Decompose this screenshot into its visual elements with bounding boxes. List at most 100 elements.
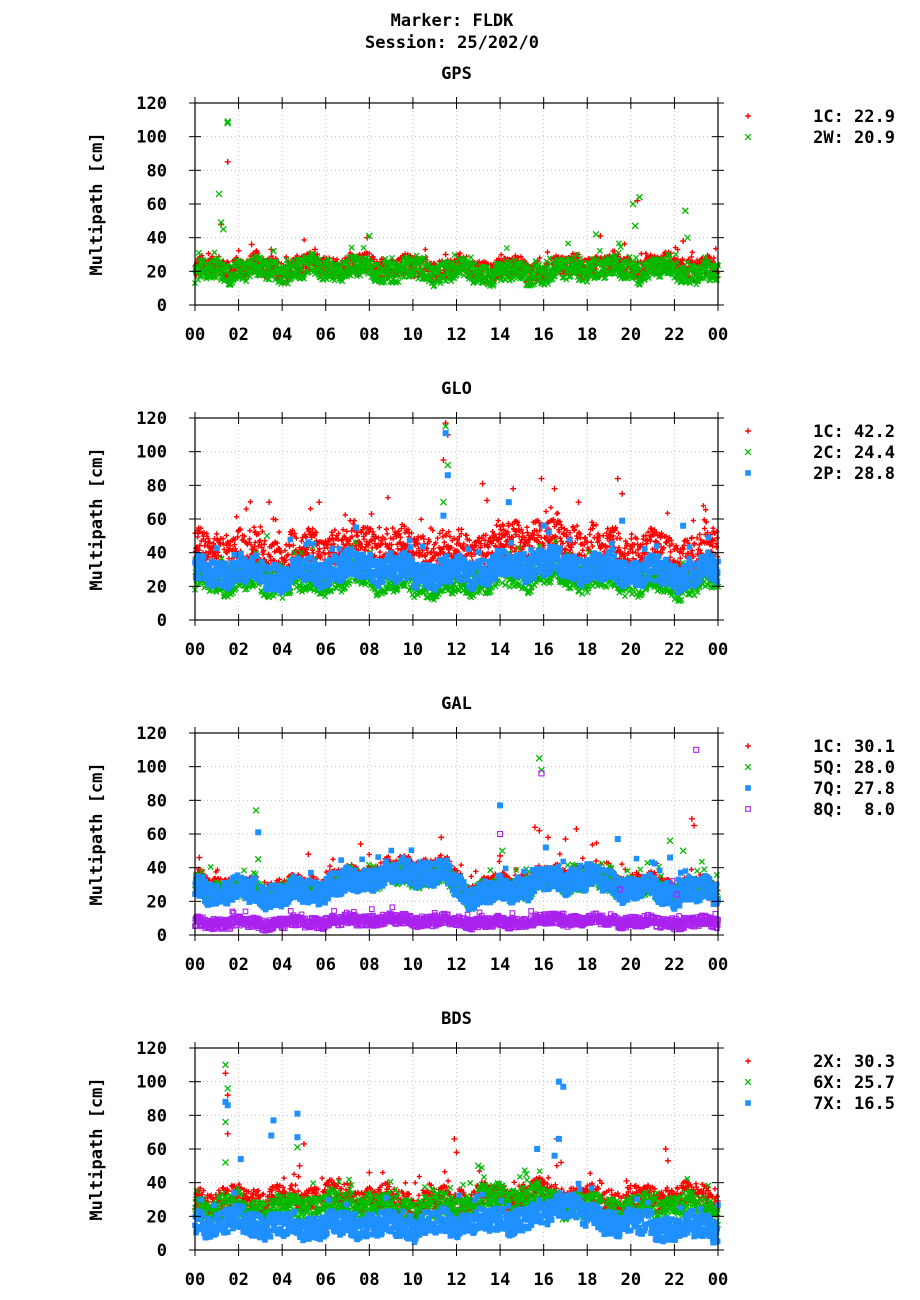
data-point-outlier [551,485,558,492]
data-point [283,254,289,260]
data-point [689,534,695,541]
data-point [714,535,720,541]
data-point [672,251,679,258]
data-point [596,247,603,254]
data-point [418,516,424,522]
legend-label: 2W: 20.9 [813,128,895,148]
data-point-outlier [248,241,255,248]
data-point-outlier [368,510,375,517]
x-axis-gps: 00 02 04 06 08 10 12 14 16 18 20 22 00 [185,97,728,345]
data-point [360,244,367,251]
data-point [205,250,212,257]
data-point-outlier [631,222,639,230]
data-point [524,524,530,530]
data-point [615,530,622,537]
data-point [437,530,443,536]
figure-marker-title: Marker: FLDK [391,11,515,31]
x-tick-label: 12 [446,325,466,345]
data-point [677,555,683,561]
data-point-outlier [215,190,223,198]
data-point [371,256,377,262]
x-tick-label: 00 [185,325,205,345]
data-point [617,535,623,542]
legend-marker [745,113,751,119]
y-tick-label: 20 [147,262,167,282]
legend-item-gps-2w: 2W: 20.9 [744,128,895,148]
data-point-outlier [484,497,491,504]
y-tick-label: 100 [136,128,167,148]
data-point [383,526,390,532]
data-point [435,535,441,541]
data-point-outlier [614,475,621,482]
x-tick-label: 14 [490,325,510,345]
data-point [348,244,355,251]
y-tick-label: 40 [147,229,167,249]
data-point [262,538,268,544]
data-point [587,531,593,538]
x-tick-label: 18 [577,325,597,345]
x-tick-label: 20 [621,325,641,345]
legend-item-gps-1c: 1C: 22.9 [745,107,895,127]
data-point-outlier [636,193,644,201]
y-tick-label: 80 [147,161,167,181]
data-point [593,522,599,528]
data-point-outlier [592,230,600,238]
y-axis-label-gps: Multipath [cm] [87,132,107,275]
data-point [223,532,230,539]
data-point-outlier [619,490,626,497]
data-point [247,528,253,534]
data-point [361,536,367,542]
data-point [314,251,320,257]
data-point [195,534,201,540]
data-point [580,547,586,553]
data-point [211,249,218,256]
data-point [247,499,253,505]
data-point [544,249,551,255]
data-point [243,506,249,512]
data-point-outlier [538,475,545,482]
data-point [236,248,242,254]
x-tick-label: 10 [403,325,423,345]
data-point [329,532,336,538]
data-point [565,240,572,247]
data-point [633,254,640,261]
data-point [638,251,644,257]
data-point [711,255,717,261]
figure-session-title: Session: 25/202/0 [365,33,539,53]
data-point [688,254,695,260]
data-point [276,529,282,535]
x-tick-label: 16 [533,325,553,345]
data-point [494,522,500,528]
x-tick-label: 06 [316,325,336,345]
data-point [600,533,606,539]
data-point [376,524,382,531]
data-point [366,250,372,257]
data-points-gps [191,118,722,290]
data-points-glo [191,420,722,605]
data-point [395,546,401,552]
data-point-outlier [510,485,517,492]
x-tick-label: 02 [228,325,248,345]
data-point [385,495,391,501]
data-point [543,508,549,515]
data-point [503,244,510,252]
data-point-outlier [684,234,691,242]
data-point [377,549,383,555]
data-point-outlier [442,251,449,258]
x-tick-label: 00 [708,325,728,345]
data-point [555,510,561,516]
data-point [301,237,307,243]
y-tick-label: 60 [147,195,167,215]
data-point-outlier [681,207,689,215]
data-point-outlier [680,238,687,245]
data-point-outlier [479,480,486,487]
data-point [307,506,314,512]
data-point-outlier [316,499,323,506]
data-point [689,249,695,255]
data-point [467,254,474,261]
data-point [334,256,340,262]
data-point [342,512,348,518]
